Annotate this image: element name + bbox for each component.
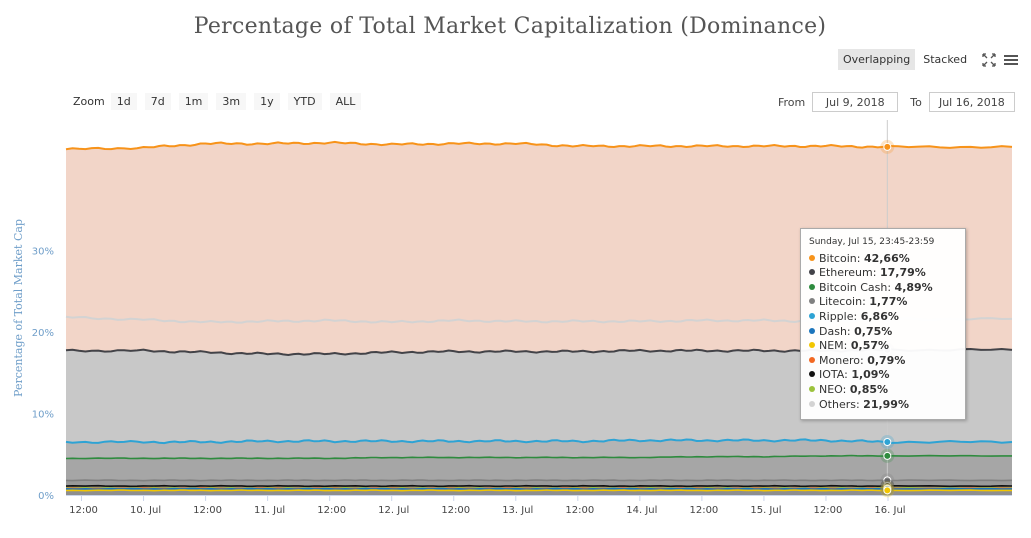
x-tick-label: 12:00 xyxy=(565,505,594,516)
x-tick-label: 12. Jul xyxy=(378,505,409,516)
tooltip-series-name: NEO: xyxy=(819,382,850,396)
tooltip-rows: Bitcoin: 42,66% Ethereum: 17,79% Bitcoin C… xyxy=(809,252,957,413)
series-line-bitcoin-cash xyxy=(65,454,1012,460)
tooltip-header: Sunday, Jul 15, 23:45-23:59 xyxy=(809,237,935,247)
tooltip-row-nem: NEM: 0,57% xyxy=(809,339,957,354)
zoom-1d-button[interactable]: 1d xyxy=(110,93,137,110)
x-tick-label: 16. Jul xyxy=(874,505,905,516)
x-tick-label: 14. Jul xyxy=(626,505,657,516)
zoom-bar: Zoom 1d 7d 1m 3m 1y YTD ALL xyxy=(73,93,369,110)
mode-toggle: Overlapping Stacked xyxy=(838,49,1019,70)
series-line-litecoin xyxy=(65,479,1013,482)
menu-icon[interactable] xyxy=(1003,52,1019,68)
x-tick-label: 11. Jul xyxy=(254,505,285,516)
stacked-button[interactable]: Stacked xyxy=(923,53,968,66)
tooltip-series-name: Ethereum: xyxy=(819,266,880,280)
chart-title: Percentage of Total Market Capitalizatio… xyxy=(193,14,827,39)
legend-dot-icon xyxy=(809,269,815,276)
series-line-iota xyxy=(65,484,1013,488)
tooltip: Sunday, Jul 15, 23:45-23:59 Bitcoin: 42,… xyxy=(800,228,966,421)
x-tick-label: 12:00 xyxy=(193,505,222,516)
tooltip-row-ethereum: Ethereum: 17,79% xyxy=(809,266,957,281)
date-range: From To xyxy=(778,92,1027,112)
hover-marker-bitcoin xyxy=(883,142,892,151)
tooltip-series-value: 0,79% xyxy=(867,353,906,367)
x-tick-label: 15. Jul xyxy=(750,505,781,516)
hover-marker-nem xyxy=(883,486,892,495)
tooltip-series-name: Bitcoin Cash: xyxy=(819,280,895,294)
tooltip-row-bitcoin: Bitcoin: 42,66% xyxy=(809,252,957,267)
tooltip-series-name: Others: xyxy=(819,397,864,411)
legend-dot-icon xyxy=(809,298,815,305)
from-date-input[interactable] xyxy=(812,92,899,112)
legend-dot-icon xyxy=(809,400,815,407)
tooltip-series-value: 6,86% xyxy=(860,309,899,323)
overlapping-button[interactable]: Overlapping xyxy=(838,49,916,70)
tooltip-series-value: 21,99% xyxy=(863,397,909,411)
zoom-1m-button[interactable]: 1m xyxy=(178,93,209,110)
y-tick-label: 10% xyxy=(32,409,54,420)
x-tick-label: 12:00 xyxy=(814,505,843,516)
fullscreen-icon[interactable] xyxy=(981,52,997,68)
tooltip-series-value: 4,89% xyxy=(894,280,933,294)
y-tick-label: 20% xyxy=(32,328,54,339)
tooltip-series-value: 0,57% xyxy=(850,339,890,353)
tooltip-series-name: Monero: xyxy=(819,353,868,367)
legend-dot-icon xyxy=(809,312,815,319)
legend-dot-icon xyxy=(809,283,815,290)
tooltip-series-name: Ripple: xyxy=(819,309,861,323)
y-tick-label: 30% xyxy=(32,246,54,257)
tooltip-row-dash: Dash: 0,75% xyxy=(809,325,957,340)
hover-marker-ripple xyxy=(883,438,892,447)
x-tick-label: 13. Jul xyxy=(502,505,533,516)
zoom-ytd-button[interactable]: YTD xyxy=(287,93,322,110)
tooltip-series-value: 0,75% xyxy=(854,324,893,338)
legend-dot-icon xyxy=(809,342,815,349)
x-tick-label: 12:00 xyxy=(69,505,98,516)
tooltip-series-value: 17,79% xyxy=(879,266,926,280)
tooltip-row-iota: IOTA: 1,09% xyxy=(809,368,957,383)
tooltip-series-name: IOTA: xyxy=(819,368,852,382)
x-tick-label: 12:00 xyxy=(441,505,470,516)
tooltip-series-name: Dash: xyxy=(819,324,855,338)
tooltip-row-ripple: Ripple: 6,86% xyxy=(809,310,957,325)
tooltip-series-value: 0,85% xyxy=(849,382,889,396)
tooltip-row-litecoin: Litecoin: 1,77% xyxy=(809,295,957,310)
zoom-1y-button[interactable]: 1y xyxy=(254,93,280,110)
tooltip-row-monero: Monero: 0,79% xyxy=(809,354,957,369)
zoom-label: Zoom xyxy=(73,95,105,108)
legend-dot-icon xyxy=(809,385,815,392)
tooltip-series-name: Bitcoin: xyxy=(819,251,864,265)
series-line-nem xyxy=(65,489,1012,492)
series-line-bitcoin xyxy=(65,140,1013,151)
legend-dot-icon xyxy=(809,371,815,378)
y-tick-label: 0% xyxy=(38,491,54,502)
tooltip-series-value: 1,09% xyxy=(851,368,890,382)
tooltip-series-name: Litecoin: xyxy=(819,295,870,309)
x-tick-label: 10. Jul xyxy=(130,505,161,516)
zoom-3m-button[interactable]: 3m xyxy=(216,93,247,110)
legend-dot-icon xyxy=(809,254,815,261)
hover-marker-bitcoin-cash xyxy=(883,451,892,460)
tooltip-row-bitcoin-cash: Bitcoin Cash: 4,89% xyxy=(809,281,957,296)
to-date-input[interactable] xyxy=(928,92,1015,112)
y-axis-title: Percentage of Total Market Cap xyxy=(12,219,25,397)
tooltip-row-neo: NEO: 0,85% xyxy=(809,383,957,398)
tooltip-series-value: 1,77% xyxy=(869,295,908,309)
series-line-ripple xyxy=(65,438,1013,445)
to-label: To xyxy=(910,95,922,109)
series-line-dash xyxy=(65,487,1013,491)
tooltip-series-value: 42,66% xyxy=(863,251,910,265)
x-tick-label: 12:00 xyxy=(317,505,346,516)
x-tick-label: 12:00 xyxy=(689,505,718,516)
from-label: From xyxy=(778,95,806,109)
zoom-all-button[interactable]: ALL xyxy=(329,93,362,110)
zoom-7d-button[interactable]: 7d xyxy=(144,93,171,110)
legend-dot-icon xyxy=(809,356,815,363)
tooltip-series-name: NEM: xyxy=(819,339,851,353)
tooltip-row-others: Others: 21,99% xyxy=(809,398,957,413)
legend-dot-icon xyxy=(809,327,815,334)
